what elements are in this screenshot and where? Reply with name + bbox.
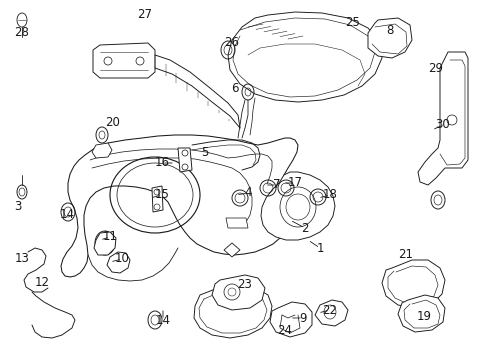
Text: 17: 17: [287, 176, 302, 189]
Text: 5: 5: [201, 145, 208, 158]
Text: 18: 18: [322, 189, 337, 202]
Polygon shape: [381, 260, 444, 308]
Polygon shape: [224, 243, 240, 257]
Text: 11: 11: [102, 230, 117, 243]
Polygon shape: [397, 295, 444, 332]
Text: 6: 6: [231, 81, 238, 94]
Text: 19: 19: [416, 310, 430, 323]
Text: 23: 23: [237, 279, 252, 292]
Text: 28: 28: [15, 26, 29, 39]
Text: 27: 27: [137, 9, 152, 22]
Text: 30: 30: [435, 118, 449, 131]
Text: 3: 3: [14, 201, 21, 213]
Polygon shape: [269, 302, 311, 337]
Text: 26: 26: [224, 36, 239, 49]
Text: 9: 9: [299, 311, 306, 324]
Polygon shape: [107, 252, 130, 273]
Text: 14: 14: [155, 314, 170, 327]
Polygon shape: [225, 218, 247, 228]
Text: 2: 2: [301, 221, 308, 234]
Polygon shape: [212, 275, 264, 310]
Polygon shape: [93, 43, 155, 78]
Polygon shape: [94, 232, 116, 255]
Text: 10: 10: [114, 252, 129, 266]
Polygon shape: [261, 172, 334, 240]
Polygon shape: [314, 300, 347, 326]
Text: 15: 15: [154, 189, 169, 202]
Polygon shape: [61, 135, 297, 277]
Text: 1: 1: [316, 242, 323, 255]
Text: 29: 29: [427, 62, 443, 75]
Text: 12: 12: [35, 276, 49, 289]
Text: 25: 25: [345, 15, 360, 28]
Text: 22: 22: [322, 303, 337, 316]
Text: 16: 16: [154, 157, 169, 170]
Text: 21: 21: [398, 248, 413, 261]
Polygon shape: [367, 18, 411, 58]
Text: 7: 7: [273, 179, 280, 192]
Text: 24: 24: [277, 324, 292, 337]
Text: 14: 14: [60, 208, 74, 221]
Polygon shape: [194, 286, 271, 338]
Polygon shape: [227, 12, 381, 102]
Polygon shape: [92, 143, 112, 158]
Polygon shape: [152, 186, 163, 212]
Text: 8: 8: [386, 23, 393, 36]
Polygon shape: [417, 52, 467, 185]
Text: 4: 4: [244, 186, 251, 199]
Polygon shape: [178, 148, 192, 172]
Text: 13: 13: [15, 252, 29, 265]
Text: 20: 20: [105, 117, 120, 130]
